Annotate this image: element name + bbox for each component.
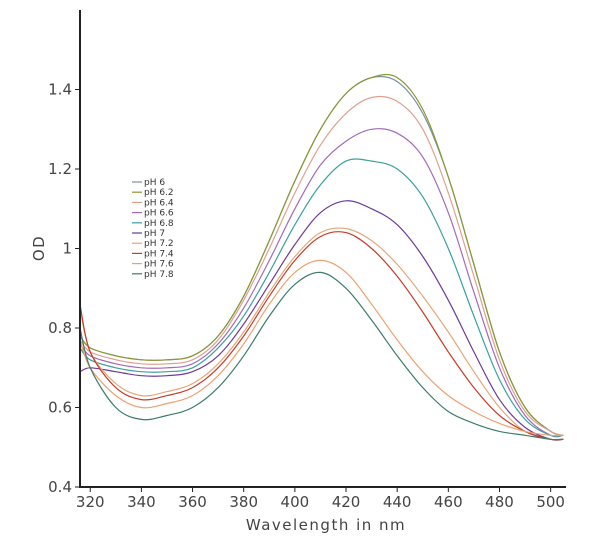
legend-label: pH 7.2: [144, 239, 174, 249]
legend-entry: pH 7.8: [132, 270, 174, 280]
x-tick-label: 380: [229, 493, 258, 511]
x-tick-label: 320: [76, 493, 105, 511]
x-axis-title: Wavelength in nm: [246, 516, 406, 534]
legend-label: pH 6.2: [144, 188, 174, 198]
y-tick-label: 1: [62, 240, 72, 258]
x-tick-label: 400: [281, 493, 310, 511]
legend-label: pH 7.6: [144, 260, 174, 270]
x-tick-label: 480: [485, 493, 514, 511]
legend: pH 6pH 6.2pH 6.4pH 6.6pH 6.8pH 7pH 7.2pH…: [132, 178, 174, 280]
y-tick-label: 0.4: [48, 478, 72, 496]
series-line-2: [79, 95, 564, 436]
legend-label: pH 6.4: [144, 198, 174, 208]
legend-label: pH 7.4: [144, 249, 174, 259]
x-tick-label: 440: [383, 493, 412, 511]
legend-entry: pH 7: [132, 229, 165, 239]
ticks-layer: 320 340 360 380 400 420 440 460 480 500 0.4 0.6 0.8 1…: [48, 81, 565, 512]
series-line-6: [79, 227, 564, 441]
series-line-5: [79, 200, 564, 441]
y-tick-label: 0.6: [48, 399, 72, 417]
legend-label: pH 6.8: [144, 219, 174, 229]
series-line-9: [79, 271, 564, 441]
legend-entry: pH 6.8: [132, 219, 174, 229]
legend-label: pH 7: [144, 229, 165, 239]
legend-entry: pH 7.4: [132, 249, 174, 259]
legend-entry: pH 6.6: [132, 209, 174, 219]
series-layer: [79, 73, 564, 441]
y-tick-label: 1.4: [48, 81, 72, 99]
series-line-8: [79, 259, 564, 437]
x-tick-label: 420: [332, 493, 361, 511]
series-line-4: [79, 158, 564, 438]
y-tick-label: 1.2: [48, 160, 72, 178]
legend-label: pH 7.8: [144, 270, 174, 280]
series-line-3: [79, 128, 564, 438]
legend-entry: pH 7.6: [132, 260, 174, 270]
x-tick-label: 360: [178, 493, 207, 511]
x-tick-label: 500: [536, 493, 565, 511]
x-tick-label: 460: [434, 493, 463, 511]
x-tick-label: 340: [127, 493, 156, 511]
series-line-1: [79, 73, 564, 436]
y-axis-title: OD: [30, 235, 48, 261]
legend-entry: pH 6.4: [132, 198, 174, 208]
legend-label: pH 6: [144, 178, 165, 188]
legend-label: pH 6.6: [144, 209, 174, 219]
legend-entry: pH 6: [132, 178, 165, 188]
y-tick-label: 0.8: [48, 319, 72, 337]
legend-entry: pH 6.2: [132, 188, 174, 198]
series-line-7: [79, 231, 564, 441]
legend-entry: pH 7.2: [132, 239, 174, 249]
